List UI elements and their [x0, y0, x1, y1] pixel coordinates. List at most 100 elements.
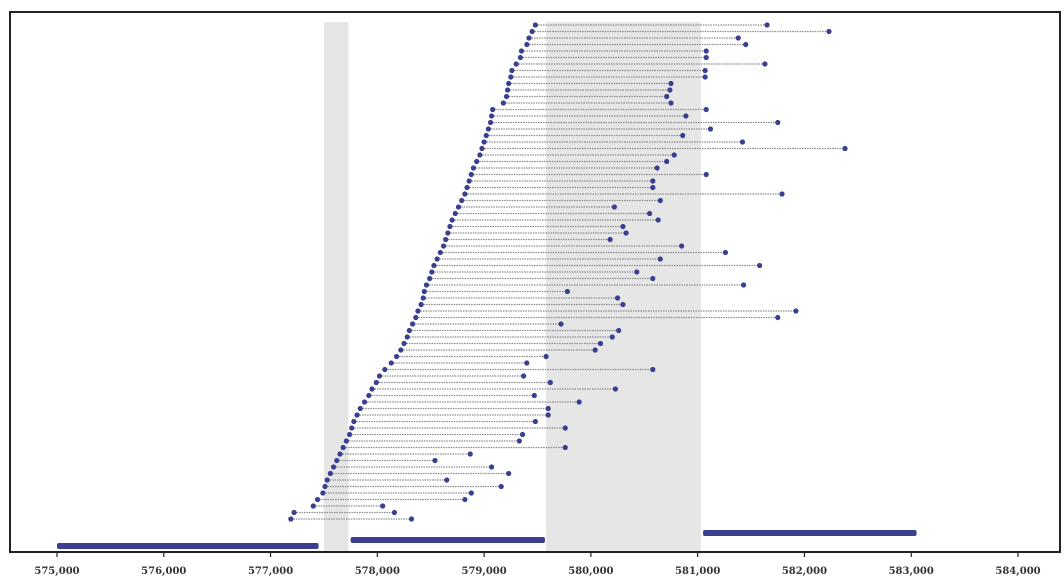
interval-row [464, 184, 656, 191]
interval-end-point [620, 301, 626, 308]
interval-row [343, 438, 522, 444]
interval-start-point [479, 145, 485, 152]
interval-start-point [421, 288, 427, 295]
interval-row [506, 80, 674, 87]
interval-end-point [623, 230, 629, 236]
interval-row [513, 61, 768, 67]
interval-end-point [793, 308, 799, 314]
interval-row [369, 386, 619, 392]
interval-series [288, 22, 848, 522]
interval-row [340, 444, 568, 451]
interval-row [357, 405, 551, 412]
interval-end-point [654, 165, 660, 171]
interval-end-point [521, 373, 527, 379]
interval-end-point [680, 132, 686, 139]
interval-start-point [409, 321, 416, 327]
interval-end-point [707, 126, 714, 132]
interval-end-point [743, 41, 749, 48]
interval-end-point [664, 158, 670, 165]
interval-end-point [775, 314, 781, 321]
interval-row [470, 165, 660, 171]
interval-start-point [509, 67, 515, 74]
interval-row [518, 48, 709, 54]
interval-start-point [361, 399, 368, 405]
interval-end-point [543, 353, 549, 360]
interval-end-point [679, 243, 685, 249]
interval-row [462, 191, 785, 197]
gene-track-1 [350, 537, 545, 543]
interval-start-point [500, 100, 506, 106]
interval-row [354, 412, 551, 418]
interval-row [427, 275, 656, 282]
interval-row [361, 399, 582, 405]
x-tick-label: 584,000 [995, 566, 1040, 577]
interval-row [526, 35, 741, 41]
interval-row [479, 145, 848, 152]
interval-start-point [427, 275, 433, 282]
interval-end-point [703, 48, 709, 54]
interval-row [366, 392, 537, 399]
x-tick-label: 576,000 [141, 566, 186, 577]
interval-end-point [842, 145, 848, 152]
interval-start-point [393, 353, 400, 360]
interval-end-point [488, 464, 495, 470]
interval-start-point [459, 197, 465, 204]
interval-end-point [532, 418, 538, 425]
interval-end-point [545, 405, 551, 412]
interval-row [324, 477, 450, 483]
interval-end-point [524, 360, 530, 366]
interval-end-point [611, 204, 617, 210]
interval-row [459, 197, 663, 204]
interval-row [437, 249, 729, 256]
interval-start-point [488, 113, 495, 119]
interval-end-point [531, 392, 537, 399]
interval-row [314, 496, 468, 503]
interval-end-point [668, 100, 674, 106]
interval-row [346, 431, 526, 438]
interval-start-point [452, 210, 458, 217]
interval-start-point [447, 223, 453, 230]
interval-end-point [634, 269, 640, 275]
interval-start-point [474, 158, 480, 165]
interval-end-point [664, 93, 670, 100]
plot-frame [9, 11, 1061, 553]
interval-start-point [351, 418, 357, 425]
interval-start-point [357, 405, 363, 412]
interval-row [483, 132, 686, 139]
interval-start-point [382, 366, 388, 373]
interval-start-point [431, 262, 437, 269]
interval-end-point [702, 67, 708, 74]
interval-row [447, 223, 626, 230]
interval-row [373, 379, 553, 386]
x-tick-label: 579,000 [461, 566, 506, 577]
interval-row [517, 54, 709, 61]
interval-start-point [310, 503, 316, 509]
interval-row [529, 28, 832, 35]
interval-end-point [558, 321, 564, 327]
interval-row [449, 217, 661, 223]
interval-end-point [562, 444, 568, 451]
interval-start-point [334, 457, 340, 464]
interval-row [404, 334, 615, 340]
interval-end-point [444, 477, 450, 483]
interval-row [505, 87, 673, 93]
interval-row [420, 295, 621, 301]
interval-start-point [429, 269, 435, 275]
interval-end-point [547, 379, 553, 386]
interval-row [443, 236, 613, 243]
interval-row [337, 451, 473, 457]
interval-row [398, 347, 598, 353]
interval-end-point [468, 490, 474, 496]
interval-row [415, 308, 799, 314]
interval-end-point [826, 28, 832, 35]
interval-start-point [449, 217, 455, 223]
interval-row [466, 178, 656, 184]
interval-start-point [291, 509, 297, 516]
interval-start-point [445, 230, 451, 236]
interval-end-point [650, 275, 656, 282]
interval-row [503, 93, 670, 100]
interval-row [487, 119, 781, 126]
interval-end-point [616, 327, 622, 334]
interval-row [431, 262, 763, 269]
interval-end-point [667, 87, 673, 93]
